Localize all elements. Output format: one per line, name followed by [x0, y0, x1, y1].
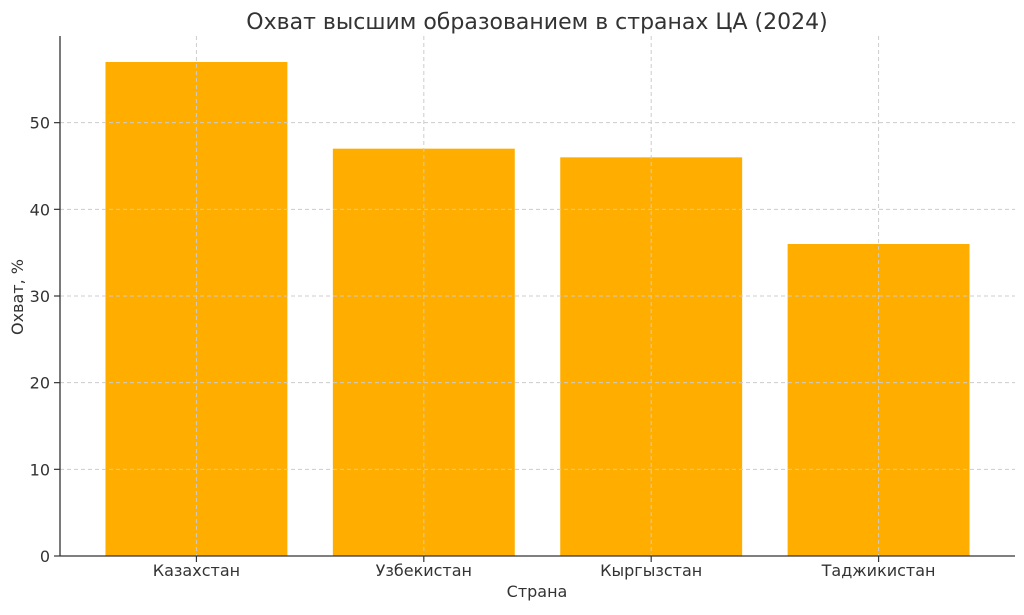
axes — [54, 36, 1015, 562]
y-tick-label: 30 — [30, 287, 50, 306]
y-tick-label: 0 — [40, 547, 50, 566]
grid — [60, 36, 1015, 556]
x-axis-label: Страна — [507, 582, 568, 601]
bars — [105, 62, 970, 557]
y-tick-label: 20 — [30, 374, 50, 393]
chart-title: Охват высшим образованием в странах ЦА (… — [246, 10, 827, 35]
tick-labels: 0 10 20 30 40 50 Казахстан Узбекистан Кыргызстан… — [30, 114, 936, 580]
x-tick-label: Узбекистан — [376, 561, 472, 580]
bar — [560, 157, 743, 557]
y-axis-label: Охват, % — [8, 259, 27, 335]
x-tick-label: Казахстан — [153, 561, 240, 580]
y-tick-label: 10 — [30, 460, 50, 479]
x-tick-label: Кыргызстан — [600, 561, 702, 580]
x-tick-label: Таджикистан — [821, 561, 936, 580]
y-tick-label: 50 — [30, 114, 50, 133]
y-tick-label: 40 — [30, 200, 50, 219]
